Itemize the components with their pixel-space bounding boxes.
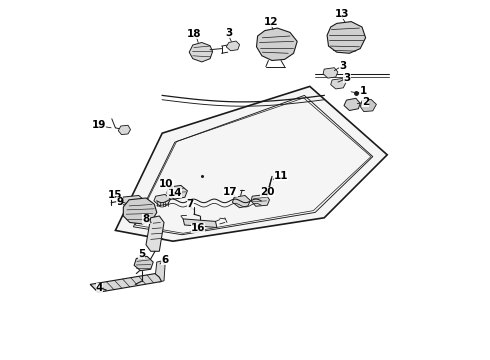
- Polygon shape: [331, 78, 346, 89]
- Polygon shape: [226, 41, 240, 51]
- Text: 16: 16: [191, 223, 205, 233]
- Polygon shape: [146, 216, 164, 251]
- Polygon shape: [154, 194, 171, 206]
- Text: 12: 12: [264, 17, 278, 27]
- Text: 20: 20: [260, 186, 274, 197]
- Polygon shape: [257, 28, 297, 60]
- Polygon shape: [183, 219, 217, 228]
- Polygon shape: [167, 185, 187, 199]
- Polygon shape: [90, 274, 162, 292]
- Text: 1: 1: [360, 86, 367, 96]
- Polygon shape: [155, 261, 165, 282]
- Polygon shape: [134, 256, 153, 271]
- Polygon shape: [189, 42, 213, 62]
- Text: 3: 3: [225, 28, 232, 38]
- Text: 8: 8: [143, 214, 149, 224]
- Text: 11: 11: [274, 171, 288, 181]
- Text: 10: 10: [159, 179, 174, 189]
- Polygon shape: [121, 195, 145, 207]
- Polygon shape: [251, 194, 270, 206]
- Text: 13: 13: [335, 9, 349, 19]
- Polygon shape: [360, 99, 376, 112]
- Polygon shape: [232, 195, 250, 208]
- Text: 18: 18: [187, 29, 201, 39]
- Text: 15: 15: [108, 190, 122, 200]
- Polygon shape: [118, 125, 130, 135]
- Text: 3: 3: [339, 61, 346, 71]
- Text: 6: 6: [162, 255, 169, 265]
- Text: 3: 3: [343, 73, 350, 83]
- Text: 14: 14: [168, 188, 182, 198]
- Polygon shape: [123, 198, 157, 224]
- Text: 17: 17: [223, 187, 238, 197]
- Polygon shape: [116, 86, 387, 241]
- Text: 9: 9: [116, 197, 123, 207]
- Text: 7: 7: [187, 199, 194, 210]
- Text: 4: 4: [96, 283, 103, 293]
- Text: 2: 2: [362, 96, 369, 107]
- Text: 5: 5: [138, 249, 146, 259]
- Polygon shape: [327, 22, 366, 53]
- Polygon shape: [344, 98, 360, 111]
- Polygon shape: [323, 68, 338, 78]
- Text: 19: 19: [92, 120, 106, 130]
